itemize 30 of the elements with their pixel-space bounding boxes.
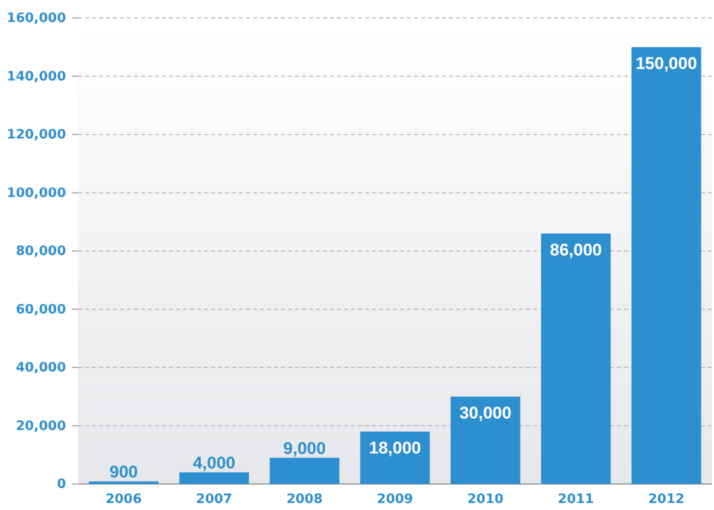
y-tick-label: 20,000 bbox=[16, 418, 66, 434]
bar bbox=[450, 396, 520, 484]
x-tick-label: 2010 bbox=[467, 492, 504, 508]
bar bbox=[179, 472, 249, 484]
y-tick-label: 100,000 bbox=[6, 186, 66, 201]
y-tick-label: 160,000 bbox=[6, 11, 66, 26]
data-label: 4,000 bbox=[192, 453, 236, 472]
x-tick-label: 2007 bbox=[196, 492, 232, 508]
x-tick-label: 2009 bbox=[376, 492, 414, 508]
x-tick-label: 2011 bbox=[558, 492, 594, 508]
y-tick-label: 120,000 bbox=[6, 128, 66, 143]
bar bbox=[88, 481, 158, 484]
data-label: 150,000 bbox=[636, 54, 698, 74]
x-tick-label: 2012 bbox=[648, 492, 684, 508]
bar bbox=[270, 458, 340, 484]
bar bbox=[541, 234, 611, 484]
y-tick-label: 80,000 bbox=[16, 244, 66, 260]
data-label: 900 bbox=[109, 462, 138, 482]
x-tick-label: 2008 bbox=[286, 492, 323, 508]
bar bbox=[632, 47, 702, 484]
y-tick-label: 60,000 bbox=[16, 302, 66, 318]
data-label: 86,000 bbox=[550, 240, 602, 260]
data-label: 18,000 bbox=[369, 438, 421, 458]
y-tick-label: 40,000 bbox=[16, 360, 66, 376]
bar bbox=[360, 432, 430, 484]
data-label: 30,000 bbox=[459, 404, 512, 423]
y-tick-label: 140,000 bbox=[6, 69, 66, 84]
y-tick-label: 0 bbox=[56, 477, 66, 492]
data-label: 9,000 bbox=[283, 438, 326, 458]
x-tick-label: 2006 bbox=[106, 492, 142, 508]
